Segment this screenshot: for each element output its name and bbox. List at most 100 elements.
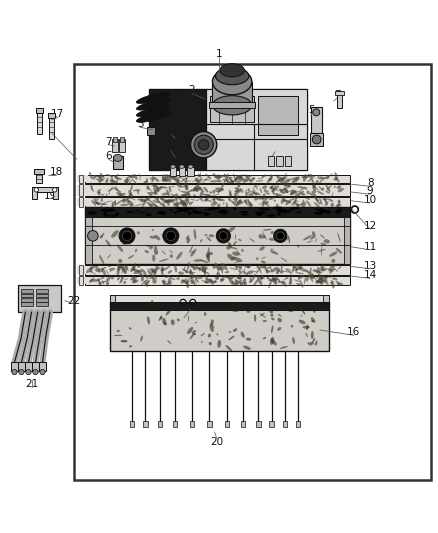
Ellipse shape [270, 313, 273, 317]
Ellipse shape [279, 209, 286, 213]
Ellipse shape [293, 263, 297, 269]
Ellipse shape [100, 204, 108, 205]
Bar [77, 266, 88, 274]
Ellipse shape [107, 187, 115, 192]
Ellipse shape [194, 276, 202, 279]
Ellipse shape [262, 200, 269, 204]
Ellipse shape [96, 179, 102, 181]
Ellipse shape [240, 332, 245, 337]
Ellipse shape [148, 280, 150, 282]
Ellipse shape [138, 199, 140, 200]
Bar [79, 276, 83, 285]
Bar [18, 362, 25, 371]
Ellipse shape [252, 178, 255, 180]
Ellipse shape [304, 187, 307, 190]
Ellipse shape [246, 198, 252, 205]
Ellipse shape [318, 208, 324, 212]
Bar [34, 169, 44, 174]
Bar [209, 102, 255, 108]
Ellipse shape [99, 236, 102, 239]
Ellipse shape [328, 269, 334, 271]
Ellipse shape [135, 249, 137, 252]
Ellipse shape [136, 92, 170, 103]
Ellipse shape [335, 172, 338, 181]
Ellipse shape [184, 199, 187, 201]
Ellipse shape [321, 267, 325, 270]
Ellipse shape [322, 198, 328, 200]
Ellipse shape [86, 266, 94, 273]
Ellipse shape [303, 326, 310, 329]
Bar [11, 362, 18, 371]
Bar [173, 421, 177, 427]
Ellipse shape [265, 215, 273, 216]
Ellipse shape [133, 190, 137, 191]
Ellipse shape [150, 177, 152, 180]
Ellipse shape [154, 204, 159, 208]
Ellipse shape [177, 319, 180, 321]
Ellipse shape [175, 179, 180, 183]
Ellipse shape [314, 202, 321, 208]
Bar [79, 265, 83, 275]
Ellipse shape [277, 208, 283, 212]
Ellipse shape [302, 201, 306, 208]
Ellipse shape [220, 278, 225, 281]
Ellipse shape [208, 278, 212, 281]
Ellipse shape [184, 209, 189, 212]
Ellipse shape [239, 270, 244, 275]
Ellipse shape [245, 189, 247, 198]
Ellipse shape [280, 271, 283, 273]
Ellipse shape [247, 175, 253, 177]
Ellipse shape [130, 204, 132, 207]
Ellipse shape [163, 282, 166, 285]
Ellipse shape [113, 155, 122, 161]
Text: 16: 16 [347, 327, 360, 337]
Ellipse shape [283, 199, 286, 201]
Ellipse shape [193, 330, 196, 333]
Ellipse shape [296, 272, 304, 274]
Ellipse shape [220, 180, 222, 183]
Ellipse shape [169, 277, 175, 280]
Text: 7: 7 [168, 127, 175, 136]
Ellipse shape [163, 322, 167, 325]
Ellipse shape [290, 190, 296, 195]
Ellipse shape [249, 203, 252, 208]
Ellipse shape [235, 175, 240, 180]
Ellipse shape [137, 231, 140, 235]
Bar [335, 91, 344, 95]
Ellipse shape [124, 281, 126, 284]
Ellipse shape [339, 205, 342, 207]
Ellipse shape [231, 256, 236, 261]
Ellipse shape [165, 199, 174, 203]
Ellipse shape [124, 180, 127, 183]
Ellipse shape [296, 283, 300, 285]
Bar [85, 207, 350, 264]
Ellipse shape [207, 237, 212, 241]
Ellipse shape [228, 226, 235, 233]
Bar [149, 89, 307, 170]
Bar [283, 421, 287, 427]
Ellipse shape [127, 204, 134, 206]
Circle shape [216, 229, 230, 243]
Ellipse shape [301, 269, 308, 272]
Ellipse shape [198, 174, 201, 177]
Ellipse shape [223, 175, 226, 177]
Ellipse shape [267, 277, 268, 279]
Ellipse shape [161, 203, 166, 208]
Ellipse shape [115, 187, 118, 190]
Ellipse shape [168, 233, 172, 244]
Ellipse shape [100, 209, 109, 211]
Ellipse shape [116, 199, 123, 205]
Ellipse shape [280, 346, 288, 349]
Ellipse shape [180, 201, 185, 205]
Ellipse shape [204, 194, 207, 195]
Ellipse shape [108, 192, 110, 195]
Circle shape [163, 228, 179, 244]
Ellipse shape [106, 270, 109, 275]
Ellipse shape [159, 259, 169, 262]
Ellipse shape [325, 198, 328, 206]
Ellipse shape [321, 188, 324, 191]
Ellipse shape [286, 268, 291, 270]
Bar [85, 174, 350, 183]
Ellipse shape [98, 176, 102, 179]
Bar [119, 140, 125, 152]
